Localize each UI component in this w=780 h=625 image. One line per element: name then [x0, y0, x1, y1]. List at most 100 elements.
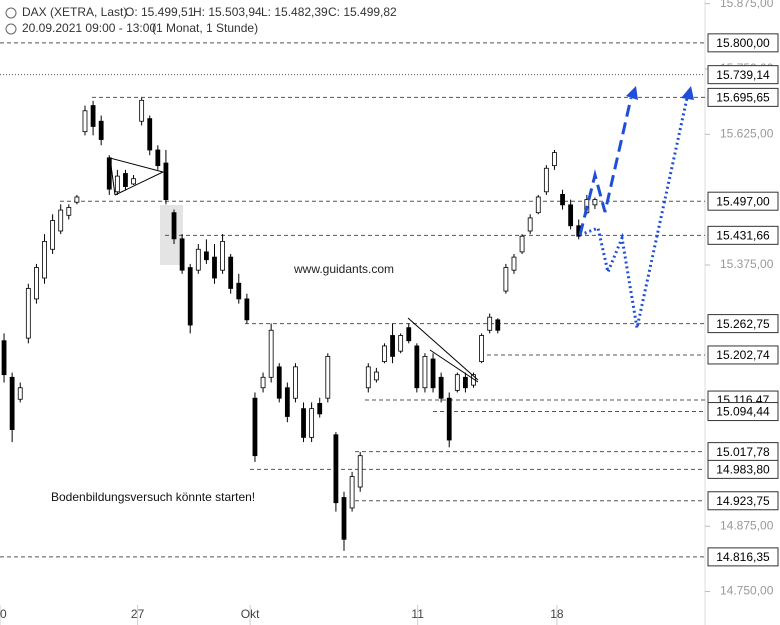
icon: [5, 7, 17, 19]
level-label: 15.497,00: [716, 194, 770, 208]
candle-body: [171, 212, 177, 240]
candle-body: [58, 209, 64, 232]
ohlc-close: C: 15.499,82: [328, 5, 397, 19]
level-label-box: [707, 402, 779, 422]
candle-body: [212, 256, 217, 279]
candle-body: [398, 335, 404, 352]
candle-body: [50, 220, 56, 250]
candle-body: [592, 199, 598, 206]
candle-body: [479, 335, 485, 363]
level-label-box: [707, 87, 779, 107]
projections: [578, 86, 694, 329]
ohlc-open: O: 15.499,51: [125, 5, 195, 19]
candle-body: [187, 267, 193, 326]
arrow-head: [626, 86, 638, 100]
candle-body: [390, 335, 395, 357]
candle-body: [309, 408, 315, 438]
level-label: 15.739,14: [716, 68, 770, 82]
y-tick-label: 15.875,00: [720, 0, 774, 10]
x-tick-label: Okt: [241, 607, 260, 621]
levels: [0, 42, 705, 558]
candle-body: [495, 319, 501, 331]
level-label-box: [707, 547, 779, 567]
candle-body: [228, 256, 234, 289]
candle-body: [98, 120, 104, 140]
arrow-head: [681, 86, 694, 100]
level-label: 15.262,75: [716, 317, 770, 331]
x-tick-label: 20: [0, 607, 7, 621]
candle-body: [42, 241, 47, 279]
annotation: Bodenbildungsversuch könnte starten!: [51, 490, 255, 504]
watermark: www.guidants.com: [293, 262, 394, 276]
candle-body: [114, 175, 120, 193]
candle-body: [382, 345, 387, 363]
candle-body: [236, 282, 242, 300]
level-label-box: [707, 459, 779, 479]
candle-body: [422, 355, 428, 389]
candle-body: [74, 196, 80, 203]
candle-body: [519, 235, 525, 253]
candle-body: [406, 327, 412, 342]
x-tick-label: 18: [550, 607, 564, 621]
candle-body: [195, 248, 201, 271]
candle-body: [560, 193, 565, 206]
level-label-box: [707, 225, 779, 245]
candle-body: [276, 366, 282, 399]
candle-body: [463, 376, 468, 389]
y-tick-label: 14.875,00: [720, 518, 774, 532]
trend-line: [429, 349, 479, 383]
candle-body: [365, 366, 371, 389]
icon: [5, 23, 17, 35]
candle-body: [147, 118, 153, 151]
drawings: [109, 157, 479, 383]
level-label: 14.923,75: [716, 494, 770, 508]
candles: [1, 97, 598, 551]
candle-body: [543, 167, 549, 193]
candle-body: [487, 316, 493, 331]
triangle: [109, 157, 165, 196]
candle-body: [25, 288, 31, 339]
x-tick-label: 11: [411, 607, 424, 621]
candle-body: [511, 256, 517, 271]
candle-body: [438, 376, 444, 399]
candle-body: [163, 162, 169, 201]
y-tick-label: 15.625,00: [720, 126, 774, 140]
candle-body: [260, 376, 266, 389]
candle-body: [106, 157, 112, 190]
candle-body: [414, 345, 420, 389]
candle-body: [220, 241, 225, 271]
candle-body: [373, 371, 379, 381]
level-label: 14.816,35: [716, 550, 770, 564]
candle-body: [349, 476, 355, 509]
candle-body: [568, 204, 574, 227]
candle-body: [252, 397, 258, 457]
level-label-box: [707, 345, 779, 365]
candle-body: [333, 434, 339, 504]
header: DAX (XETRA, Last) O: 15.499,51 H: 15.503…: [5, 5, 397, 35]
candle-body: [34, 267, 39, 300]
projection-dotted: [579, 97, 689, 329]
level-label: 15.017,78: [716, 445, 770, 459]
level-label: 15.800,00: [716, 36, 770, 50]
level-label: 15.202,74: [716, 348, 770, 362]
level-label-box: [707, 191, 779, 211]
candle-body: [325, 355, 331, 399]
candle-body: [527, 217, 533, 232]
candle-body: [9, 376, 15, 430]
level-label-box: [707, 65, 779, 85]
candle-body: [123, 173, 128, 187]
candle-body: [535, 196, 541, 214]
projection-dashed: [578, 97, 633, 236]
candle-body: [301, 408, 306, 438]
candle-body: [179, 238, 185, 271]
ohlc-high: H: 15.503,94: [193, 5, 262, 19]
candle-body: [66, 207, 72, 216]
candle-body: [82, 110, 88, 133]
x-tick-label: 27: [131, 607, 145, 621]
level-label-box: [707, 33, 779, 53]
candle-body: [139, 99, 145, 122]
candle-body: [454, 374, 460, 391]
candle-body: [503, 267, 509, 292]
